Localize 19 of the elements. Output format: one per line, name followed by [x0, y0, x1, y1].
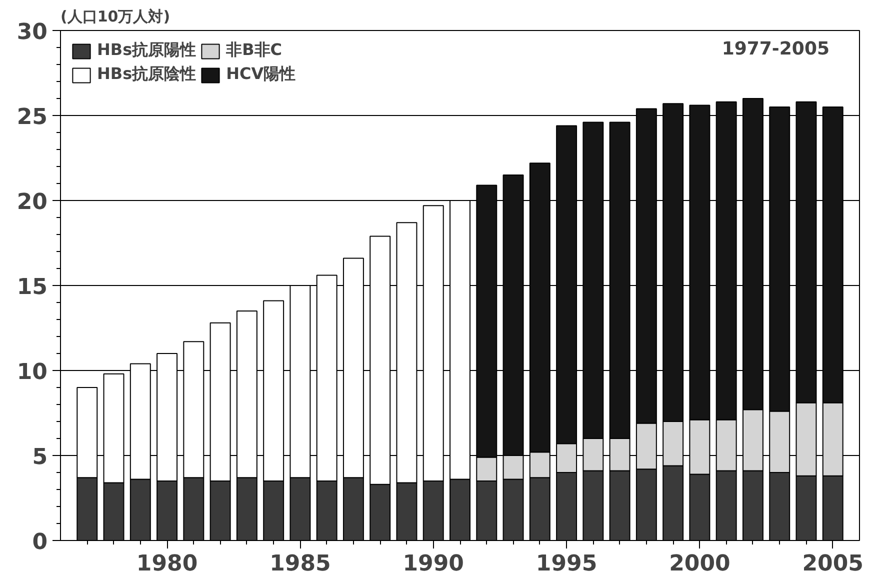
y-tick-label: 0 [32, 530, 48, 555]
y-tick-label: 15 [16, 275, 48, 300]
y-tick-label: 25 [16, 105, 48, 130]
y-tick-label: 20 [16, 190, 48, 215]
x-tick-label: 2005 [802, 552, 864, 573]
x-tick-label: 1980 [136, 552, 198, 573]
annotation: 1977-2005 [722, 38, 830, 60]
legend-label: 非B非C [226, 40, 282, 61]
legend-label: HCV陽性 [226, 64, 296, 85]
x-tick-label: 1990 [402, 552, 464, 573]
y-tick-label: 30 [16, 20, 48, 45]
y-axis-title: (人口10万人対) [60, 8, 170, 26]
x-tick-label: 1995 [536, 552, 598, 573]
legend-label: HBs抗原陽性 [97, 40, 196, 61]
y-tick-label: 10 [16, 360, 48, 385]
y-tick-label: 5 [32, 445, 48, 470]
x-tick-label: 1985 [270, 552, 331, 573]
x-tick-label: 2000 [669, 552, 730, 573]
legend-label: HBs抗原陰性 [97, 64, 196, 85]
